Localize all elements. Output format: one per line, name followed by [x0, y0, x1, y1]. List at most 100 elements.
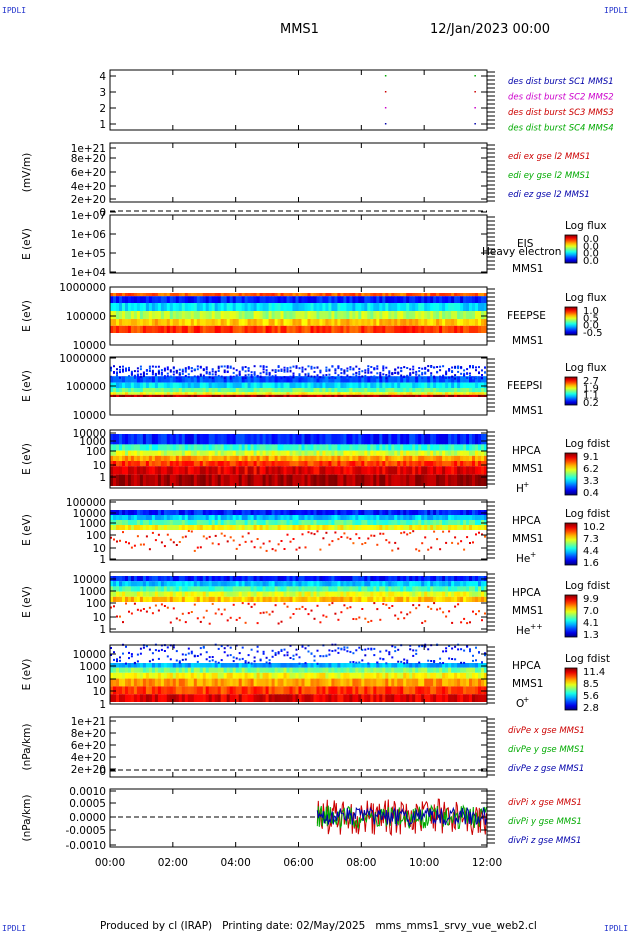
spectrogram-cell-feepsi: [424, 382, 428, 388]
spectrogram-cell-feepsi: [235, 392, 240, 395]
spectrogram-cell-hpca_h: [235, 444, 240, 451]
spectrogram-speckle-feepsi: [367, 367, 370, 370]
spectrogram-speckle-feepsi: [247, 373, 250, 376]
spectrogram-cell-feepsi: [325, 382, 329, 388]
spectrogram-cell-hpca_he: [211, 510, 216, 515]
spectrogram-cell-hpca_hepp: [457, 596, 461, 602]
spectrogram-cell-hpca_hepp: [292, 581, 296, 587]
spectrogram-cell-hpca_he: [481, 515, 485, 520]
spectrogram-cell-hpca_o: [211, 663, 216, 668]
spectrogram-cell-feepse: [163, 303, 168, 311]
spectrogram-cell-feepsi: [196, 394, 201, 397]
spectrogram-cell-feepse: [322, 319, 326, 326]
spectrogram-speckle-hpca_he: [460, 540, 463, 543]
spectrogram-cell-hpca_o: [208, 667, 213, 673]
spectrogram-cell-hpca_hepp: [157, 581, 162, 587]
spectrogram-cell-feepsi: [376, 394, 380, 397]
spectrogram-cell-hpca_he: [343, 525, 347, 530]
spectrogram-cell-hpca_hepp: [367, 576, 371, 582]
spectrogram-cell-feepse: [205, 319, 210, 326]
spectrogram-speckle-hpca_he: [445, 541, 448, 544]
spectrogram-cell-hpca_h: [208, 461, 213, 467]
spectrogram-cell-hpca_h: [235, 466, 240, 475]
spectrogram-speckle-feepsi: [205, 368, 208, 371]
spectrogram-cell-feepsi: [226, 376, 231, 383]
spectrogram-cell-hpca_h: [391, 474, 395, 486]
spectrogram-cell-hpca_hepp: [325, 576, 329, 582]
spectrogram-cell-hpca_he: [128, 520, 132, 525]
spectrogram-cell-hpca_h: [238, 461, 243, 467]
spectrogram-cell-feepsi: [412, 394, 416, 397]
spectrogram-cell-hpca_h: [433, 455, 437, 461]
spectrogram-cell-feepse: [286, 319, 290, 326]
spacecraft-title: MMS1: [280, 22, 319, 37]
spectrogram-cell-hpca_hepp: [232, 576, 237, 582]
spectrogram-cell-hpca_o: [157, 663, 162, 668]
spectrogram-cell-feepsi: [247, 392, 251, 395]
spectrogram-speckle-feepsi: [205, 366, 208, 369]
spectrogram-cell-feepse: [442, 296, 446, 303]
spectrogram-speckle-hpca_hepp: [110, 606, 112, 609]
spectrogram-cell-hpca_hepp: [466, 596, 470, 602]
spectrogram-cell-feepsi: [190, 394, 195, 397]
spectrogram-cell-hpca_o: [247, 663, 251, 668]
spectrogram-cell-hpca_h: [457, 474, 461, 486]
spectrogram-cell-feepse: [283, 303, 287, 311]
spectrogram-cell-feepse: [331, 319, 335, 326]
spectrogram-cell-hpca_he: [116, 515, 120, 520]
spectrogram-cell-hpca_hepp: [259, 576, 263, 582]
spectrogram-cell-hpca_he: [334, 520, 338, 525]
spectrogram-cell-hpca_hepp: [217, 581, 222, 587]
spectrogram-cell-hpca_h: [187, 466, 192, 475]
spectrogram-cell-hpca_hepp: [298, 576, 302, 582]
spectrogram-cell-hpca_h: [439, 444, 443, 451]
spectrogram-cell-feepsi: [232, 382, 237, 388]
spectrogram-speckle-feepsi: [113, 371, 115, 373]
spectrogram-cell-feepsi: [163, 376, 168, 383]
spectrogram-cell-hpca_he: [454, 525, 458, 530]
spectrogram-cell-feepse: [337, 303, 341, 311]
spectrogram-cell-feepsi: [163, 394, 168, 397]
spectrogram-cell-feepsi: [190, 376, 195, 383]
spectrogram-cell-hpca_h: [343, 455, 347, 461]
spectrogram-cell-feepse: [328, 319, 332, 326]
spectrogram-cell-hpca_he: [430, 515, 434, 520]
spectrogram-cell-hpca_h: [175, 444, 180, 451]
spectrogram-cell-hpca_he: [460, 510, 464, 515]
spectrogram-cell-feepsi: [376, 376, 380, 383]
spectrogram-cell-feepse: [136, 311, 141, 319]
spectrogram-cell-hpca_h: [382, 450, 386, 456]
spectrogram-cell-feepse: [110, 325, 114, 333]
spectrogram-cell-hpca_hepp: [142, 581, 147, 587]
spectrogram-cell-feepsi: [400, 382, 404, 388]
spectrogram-cell-feepsi: [157, 394, 162, 397]
spectrogram-cell-hpca_h: [346, 434, 350, 445]
spectrogram-cell-hpca_he: [343, 515, 347, 520]
spectrogram-cell-hpca_h: [130, 444, 135, 451]
spectrogram-speckle-hpca_hepp: [343, 604, 346, 607]
spectrogram-cell-feepse: [352, 311, 356, 319]
spectrogram-cell-feepsi: [352, 376, 356, 383]
spectrogram-speckle-feepsi: [232, 375, 235, 378]
spectrogram-cell-hpca_hepp: [385, 596, 389, 602]
spectrogram-cell-feepse: [304, 325, 308, 333]
spectrogram-speckle-feepsi: [304, 368, 307, 371]
spectrogram-cell-hpca_h: [484, 466, 488, 475]
spectrogram-cell-hpca_h: [412, 450, 416, 456]
spectrogram-speckle-feepsi: [388, 371, 391, 374]
spectrogram-cell-feepse: [160, 303, 165, 311]
spectrogram-cell-feepsi: [232, 394, 237, 397]
spectrogram-cell-hpca_h: [247, 461, 251, 467]
spectrogram-cell-hpca_he: [274, 515, 278, 520]
spectrogram-cell-hpca_h: [122, 450, 126, 456]
spectrogram-cell-feepsi: [472, 392, 476, 395]
spectrogram-cell-hpca_o: [110, 672, 114, 679]
spectrogram-speckle-feepsi: [139, 365, 142, 368]
spectrogram-cell-feepse: [415, 319, 419, 326]
spectrogram-speckle-feepsi: [415, 370, 418, 373]
spectrogram-cell-hpca_he: [328, 525, 332, 530]
spectrogram-cell-hpca_hepp: [463, 586, 467, 592]
spectrogram-speckle-hpca_he: [457, 542, 460, 545]
spectrogram-cell-feepse: [457, 311, 461, 319]
spectrogram-cell-feepsi: [340, 388, 344, 393]
